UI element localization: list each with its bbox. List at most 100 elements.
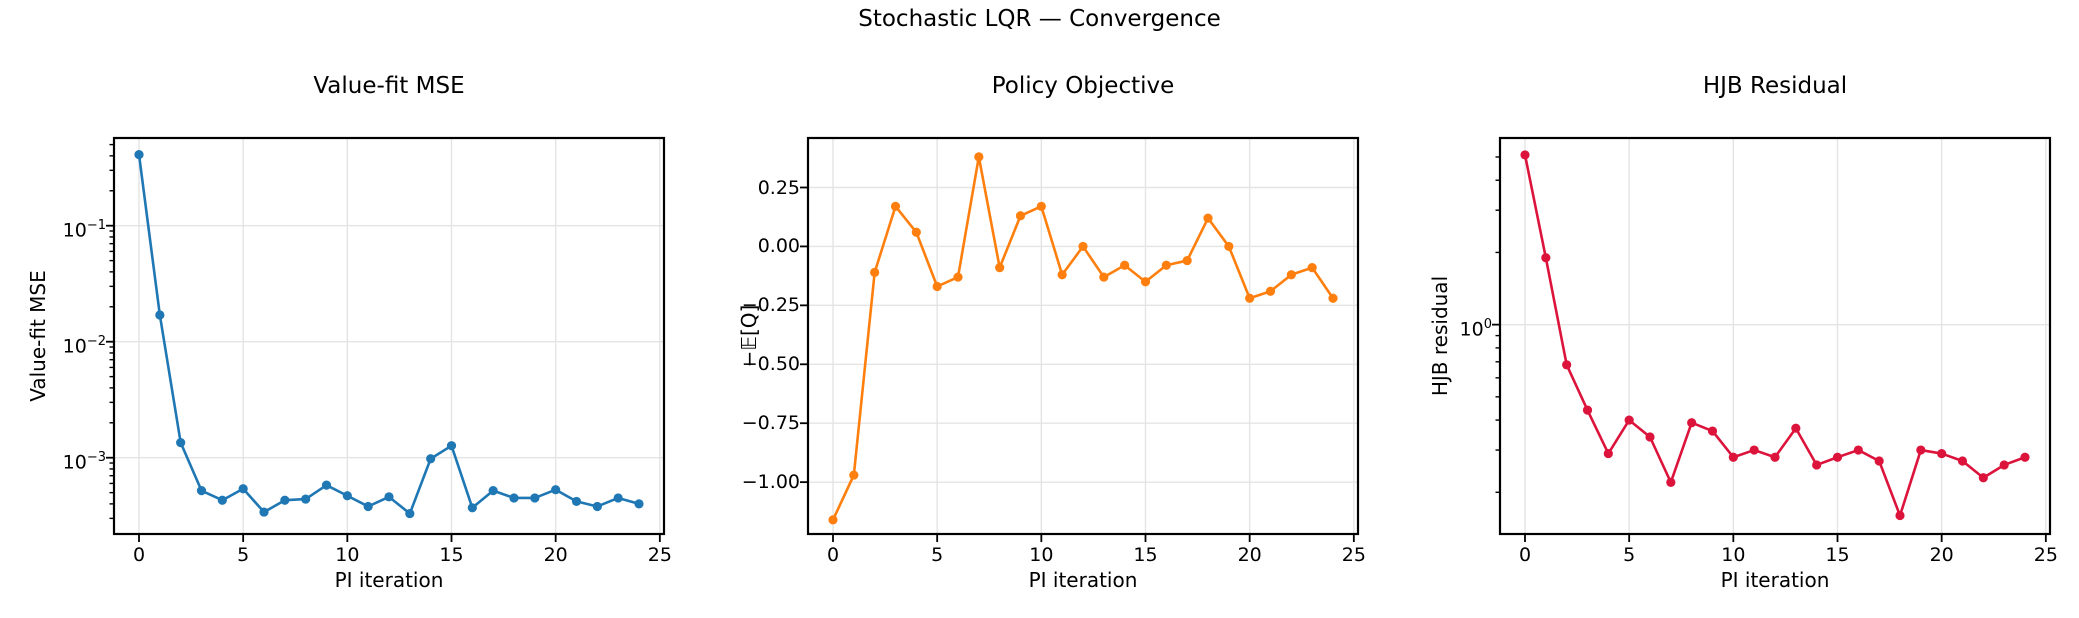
y-tick-label: −0.50 — [741, 353, 800, 376]
x-tick-label: 25 — [2033, 544, 2058, 566]
data-point — [1245, 293, 1255, 303]
data-point — [259, 507, 269, 517]
y-tick-label: −1.00 — [741, 471, 800, 494]
data-point — [509, 493, 519, 503]
data-point — [1099, 272, 1109, 282]
data-point — [1999, 460, 2009, 470]
data-point — [932, 281, 942, 292]
data-point — [870, 267, 880, 277]
data-point — [1161, 260, 1171, 270]
plot-area — [106, 136, 666, 542]
x-tick-label: 5 — [1623, 544, 1636, 566]
subplot-value-fit-mse: Value-fit MSE Value-fit MSE PI iteration… — [0, 60, 710, 618]
data-point — [828, 515, 838, 525]
data-point — [342, 491, 352, 501]
axes-spines — [112, 136, 666, 536]
data-point — [155, 310, 165, 320]
data-point — [1015, 211, 1026, 221]
data-point — [530, 493, 540, 503]
data-point — [1541, 253, 1551, 263]
data-point — [488, 486, 498, 496]
data-point — [551, 485, 561, 495]
data-point — [613, 493, 623, 503]
data-point — [1224, 241, 1234, 252]
plot-area — [800, 136, 1360, 542]
data-point — [196, 486, 207, 496]
x-tick-label: 10 — [1029, 544, 1054, 566]
data-point — [974, 152, 984, 162]
data-point — [217, 495, 227, 505]
data-point — [1832, 452, 1843, 462]
x-tick-label: 20 — [1929, 544, 1954, 566]
data-point — [1812, 460, 1822, 470]
y-tick-label: −0.25 — [741, 294, 800, 317]
data-point — [1687, 418, 1697, 428]
y-axis-label: −𝔼[Q] — [737, 304, 761, 368]
x-tick-label: 15 — [1825, 544, 1850, 566]
x-tick-label: 20 — [1237, 544, 1262, 566]
axes-spines — [806, 136, 1360, 536]
data-point — [890, 201, 901, 211]
y-tick-label: 0.25 — [757, 176, 800, 199]
y-tick-label: 10−3 — [62, 449, 106, 474]
data-point — [1707, 426, 1718, 436]
data-point — [1603, 448, 1613, 459]
data-point — [849, 470, 859, 480]
data-point — [634, 499, 644, 509]
x-tick-label: 15 — [1133, 544, 1158, 566]
x-tick-label: 25 — [647, 544, 672, 566]
data-point — [995, 263, 1005, 273]
plot-area — [1492, 136, 2052, 542]
data-point — [1624, 415, 1634, 425]
x-tick-label: 25 — [1341, 544, 1366, 566]
data-point — [280, 495, 290, 505]
data-point — [1666, 477, 1676, 487]
y-tick-label: 0.00 — [757, 235, 800, 258]
y-tick-label: 100 — [1459, 316, 1492, 340]
data-point — [1520, 150, 1530, 160]
subplot-title: HJB Residual — [1702, 73, 1848, 99]
x-tick-label: 10 — [1721, 544, 1746, 566]
data-point — [1853, 445, 1863, 455]
data-point — [1728, 452, 1738, 462]
subplot-hjb-residual: HJB Residual HJB residual PI iteration 1… — [1380, 60, 2079, 618]
data-point — [321, 480, 332, 490]
x-tick-label: 15 — [439, 544, 464, 566]
data-point — [1265, 286, 1276, 296]
data-point — [953, 272, 963, 282]
data-point — [446, 441, 457, 451]
data-point — [1182, 255, 1192, 266]
data-point — [1937, 448, 1947, 459]
x-axis-label: PI iteration — [334, 568, 444, 592]
data-point — [571, 496, 582, 507]
data-point — [2020, 452, 2030, 462]
data-point — [1036, 201, 1046, 211]
data-point — [1957, 456, 1968, 466]
x-tick-label: 10 — [335, 544, 360, 566]
x-tick-label: 0 — [826, 544, 840, 566]
data-point — [1328, 293, 1338, 303]
data-point — [426, 454, 436, 464]
y-tick-label: −0.75 — [741, 412, 800, 435]
subplot-policy-objective: Policy Objective −𝔼[Q] PI iteration 0.25… — [688, 60, 1404, 618]
subplot-title: Value-fit MSE — [313, 73, 465, 99]
data-point — [384, 492, 394, 502]
x-axis-label: PI iteration — [1720, 568, 1830, 592]
data-point — [1562, 360, 1572, 370]
data-point — [1307, 263, 1317, 273]
data-point — [911, 227, 921, 237]
data-point — [1645, 432, 1655, 442]
subplot-title: Policy Objective — [991, 73, 1175, 99]
x-tick-label: 20 — [543, 544, 568, 566]
data-point — [1582, 405, 1593, 415]
data-point — [1770, 452, 1780, 462]
x-tick-label: 5 — [931, 544, 944, 566]
figure-suptitle: Stochastic LQR — Convergence — [858, 6, 1221, 32]
data-point — [1120, 260, 1130, 270]
data-point — [405, 508, 415, 519]
data-point — [1057, 270, 1067, 280]
data-point — [1978, 473, 1988, 483]
y-tick-label: 10−2 — [62, 333, 106, 358]
data-point — [1203, 213, 1213, 223]
